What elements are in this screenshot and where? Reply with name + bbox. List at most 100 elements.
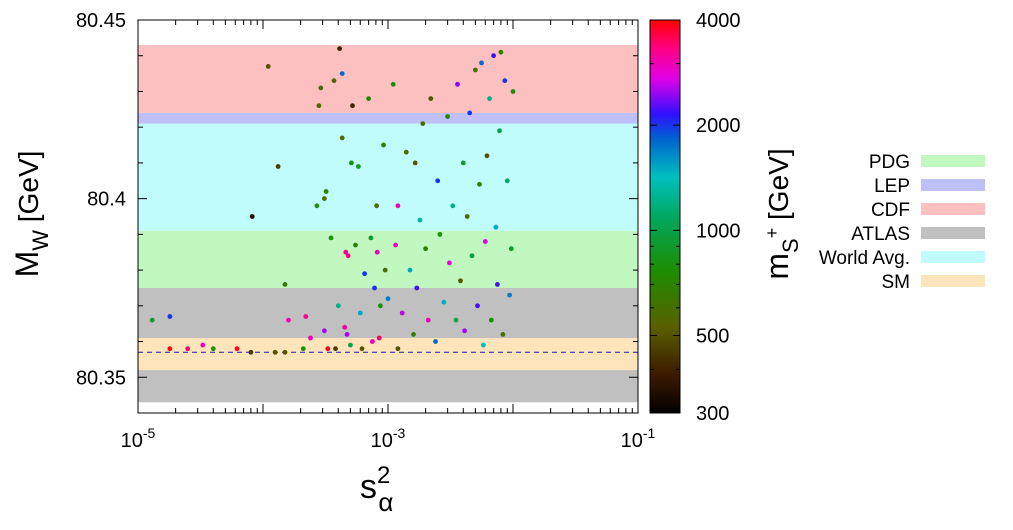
x-axis-ticks: 10-5 10-3 10-1: [121, 20, 656, 452]
data-point: [475, 303, 480, 309]
data-point: [447, 260, 452, 266]
data-point: [350, 103, 355, 109]
data-point: [464, 214, 470, 219]
y-tick-label: 80.4: [87, 189, 126, 211]
data-point: [453, 317, 459, 323]
data-point: [353, 242, 358, 248]
data-point: [507, 292, 512, 298]
data-point: [348, 342, 353, 348]
data-point: [510, 89, 516, 94]
data-point: [372, 285, 377, 291]
data-point: [282, 349, 288, 355]
data-point: [469, 253, 475, 259]
data-point: [428, 96, 434, 101]
data-point: [399, 310, 405, 316]
data-point: [488, 317, 494, 323]
data-point: [362, 271, 367, 277]
data-point: [423, 246, 428, 252]
data-point: [458, 278, 463, 284]
data-point: [210, 346, 216, 352]
data-point: [249, 214, 255, 219]
data-point: [487, 96, 492, 101]
data-point: [484, 153, 490, 159]
data-point: [265, 64, 271, 69]
legend: PDG LEP CDF ATLAS World Avg. SM: [819, 152, 985, 293]
colorbar-tick-label: 1000: [696, 220, 741, 242]
legend-swatch: [921, 227, 985, 239]
data-point: [200, 342, 206, 348]
data-point: [318, 85, 324, 91]
x-axis-label: s2 α: [360, 462, 393, 517]
data-point: [303, 314, 309, 319]
data-point: [414, 285, 420, 291]
data-point: [441, 299, 447, 305]
data-point: [417, 217, 423, 223]
legend-swatch: [921, 203, 985, 215]
data-point: [433, 339, 438, 344]
data-point: [435, 178, 441, 184]
data-point: [450, 203, 456, 209]
data-point: [467, 110, 473, 116]
data-point: [234, 346, 240, 352]
data-point: [393, 242, 398, 248]
data-point: [407, 267, 413, 273]
data-point: [491, 53, 496, 59]
data-point: [378, 303, 383, 309]
data-point: [300, 346, 306, 352]
data-point: [185, 346, 191, 352]
colorbar-ticks: 4000 2000 1000 500 300: [650, 10, 741, 425]
data-point: [356, 164, 361, 169]
data-point: [343, 249, 349, 255]
band-layer: [138, 45, 638, 403]
data-point: [337, 46, 342, 51]
data-point: [308, 335, 313, 341]
data-point: [498, 49, 504, 55]
data-point: [395, 346, 401, 352]
data-point: [477, 181, 482, 187]
data-point: [167, 314, 173, 319]
legend-label: World Avg.: [819, 248, 910, 269]
data-point: [412, 160, 418, 166]
data-point: [382, 267, 388, 273]
data-point: [339, 135, 345, 141]
y-tick-label: 80.45: [76, 10, 126, 32]
data-point: [462, 328, 467, 334]
data-point: [479, 60, 484, 66]
data-point: [359, 346, 365, 352]
data-point: [493, 224, 499, 230]
data-point: [374, 249, 380, 255]
colorbar-label: mS+ [GeV]: [759, 148, 803, 279]
data-point: [335, 303, 341, 309]
legend-swatch: [921, 275, 985, 287]
data-point: [286, 317, 291, 323]
data-point: [425, 317, 431, 323]
data-point: [248, 349, 254, 355]
data-point: [411, 332, 416, 337]
data-point: [374, 203, 379, 209]
legend-label: PDG: [869, 152, 910, 173]
data-point: [370, 339, 375, 344]
band-lep: [138, 112, 638, 124]
band-cdf: [138, 45, 638, 113]
data-point: [368, 235, 374, 241]
data-point: [282, 282, 288, 287]
data-point: [381, 142, 386, 148]
legend-swatch: [921, 179, 985, 191]
data-point: [437, 232, 443, 237]
data-point: [167, 346, 173, 352]
data-point: [328, 235, 334, 241]
data-point: [342, 324, 348, 330]
data-point: [322, 196, 327, 202]
data-point: [325, 346, 331, 352]
data-point: [314, 203, 320, 209]
legend-label: CDF: [871, 200, 910, 221]
data-point: [403, 149, 409, 155]
data-point: [420, 121, 426, 126]
colorbar-tick-label: 4000: [696, 10, 741, 32]
y-tick-label: 80.35: [76, 367, 126, 389]
legend-swatch: [921, 155, 985, 167]
colorbar-tick-label: 500: [696, 325, 729, 347]
data-point: [495, 282, 500, 287]
